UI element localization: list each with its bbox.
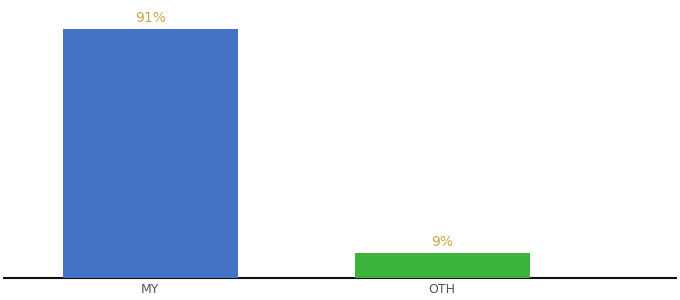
- Bar: [63, 29, 238, 278]
- Text: 91%: 91%: [135, 11, 166, 25]
- Bar: [354, 253, 530, 278]
- Text: 9%: 9%: [431, 235, 453, 249]
